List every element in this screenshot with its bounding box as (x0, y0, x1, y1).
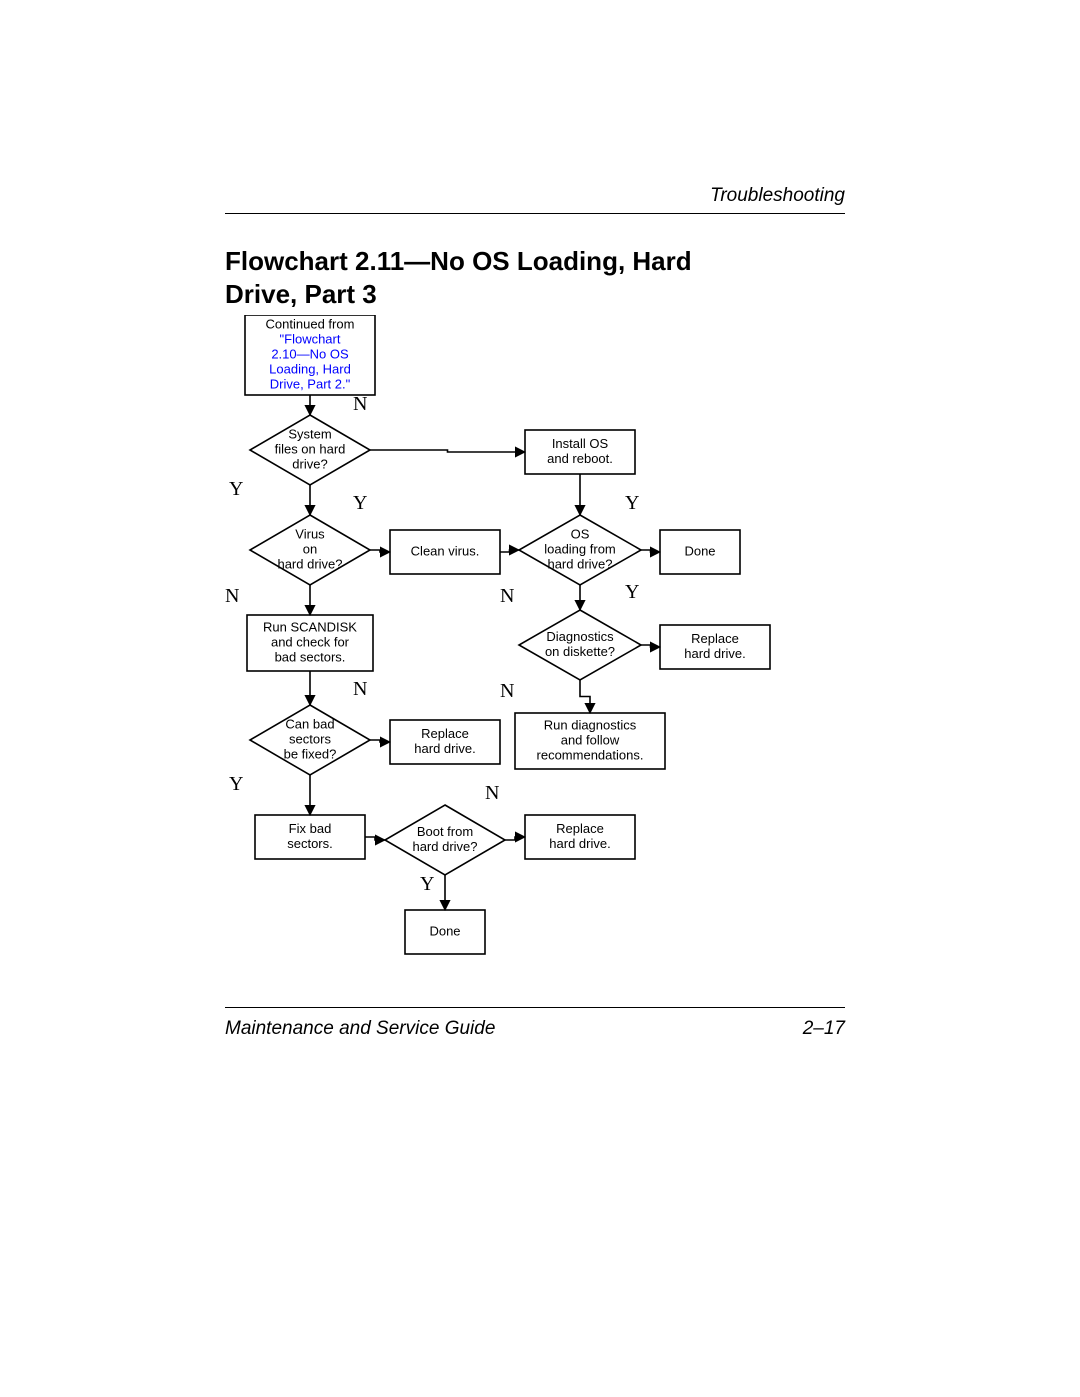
node-d_osload-line-0: OS (571, 526, 590, 541)
node-d_boot-line-1: hard drive? (412, 839, 477, 854)
edge-d_virus-p_clean (370, 550, 390, 552)
header-rule (225, 213, 845, 214)
node-p_scandisk-line-2: bad sectors. (275, 649, 346, 664)
node-p_scandisk-line-0: Run SCANDISK (263, 619, 357, 634)
edge-p_clean-d_osload (500, 550, 519, 552)
edge-label-d_sysfiles-d_virus: Y (229, 478, 243, 500)
node-start-line-4: Drive, Part 2." (270, 376, 351, 391)
edge-label-d_badfix-p_fixbad: Y (229, 773, 243, 795)
page: Troubleshooting Flowchart 2.11—No OS Loa… (0, 0, 1080, 1397)
node-d_virus-line-0: Virus (295, 526, 325, 541)
node-d_badfix-line-2: be fixed? (284, 746, 337, 761)
node-d_osload-line-2: hard drive? (547, 556, 612, 571)
node-d_boot-line-0: Boot from (417, 824, 473, 839)
node-d_sysfiles-line-1: files on hard (275, 441, 346, 456)
node-d_sysfiles-line-2: drive? (292, 456, 327, 471)
node-start-line-3: Loading, Hard (269, 361, 351, 376)
node-d_sysfiles-line-0: System (288, 426, 331, 441)
edge-d_diag-p_replace1 (641, 645, 660, 647)
page-title: Flowchart 2.11—No OS Loading, Hard Drive… (225, 245, 692, 310)
node-p_done2-line-0: Done (429, 923, 460, 938)
flowchart-svg: Continued from"Flowchart2.10—No OSLoadin… (225, 315, 845, 995)
edge-d_sysfiles-p_install (370, 450, 525, 452)
node-p_replace1-line-1: hard drive. (684, 646, 745, 661)
edge-d_osload-p_done1 (641, 550, 660, 552)
node-p_install-line-0: Install OS (552, 436, 609, 451)
node-d_virus-line-2: hard drive? (277, 556, 342, 571)
node-p_rundiag-line-1: and follow (561, 732, 620, 747)
node-p_scandisk-line-1: and check for (271, 634, 350, 649)
edge-label-d_boot-p_done2: Y (420, 873, 434, 895)
edge-label-d_sysfiles-p_install: N (353, 393, 367, 415)
node-p_clean-line-0: Clean virus. (411, 543, 480, 558)
edge-d_diag-p_rundiag (580, 680, 590, 713)
node-d_badfix-line-1: sectors (289, 731, 331, 746)
edge-label-d_virus-p_scandisk: N (225, 585, 239, 607)
node-p_replace3-line-1: hard drive. (549, 836, 610, 851)
edge-d_badfix-p_replace2 (370, 740, 390, 742)
footer-rule (225, 1007, 845, 1008)
title-line-1: Flowchart 2.11—No OS Loading, Hard (225, 246, 692, 276)
node-d_virus-line-1: on (303, 541, 317, 556)
node-p_install-line-1: and reboot. (547, 451, 613, 466)
node-p_replace3-line-0: Replace (556, 821, 604, 836)
node-p_done1-line-0: Done (684, 543, 715, 558)
node-d_diag-line-1: on diskette? (545, 644, 615, 659)
edge-label-d_diag-p_replace1: Y (625, 581, 639, 603)
node-p_rundiag-line-0: Run diagnostics (544, 717, 637, 732)
node-p_replace2-line-1: hard drive. (414, 741, 475, 756)
node-start-line-0: Continued from (266, 317, 355, 332)
header-section: Troubleshooting (710, 185, 845, 207)
node-d_osload-line-1: loading from (544, 541, 616, 556)
node-d_badfix-line-0: Can bad (285, 716, 334, 731)
node-p_replace2-line-0: Replace (421, 726, 469, 741)
edge-label-d_badfix-p_replace2: N (353, 678, 367, 700)
node-p_fixbad-line-1: sectors. (287, 836, 333, 851)
flowchart: Continued from"Flowchart2.10—No OSLoadin… (225, 315, 845, 995)
edge-p_fixbad-d_boot (365, 837, 385, 840)
edge-label-d_osload-p_done1: Y (625, 492, 639, 514)
node-p_replace1-line-0: Replace (691, 631, 739, 646)
node-p_rundiag-line-2: recommendations. (537, 747, 644, 762)
footer-left: Maintenance and Service Guide (225, 1018, 495, 1040)
node-p_fixbad-line-0: Fix bad (289, 821, 332, 836)
edge-label-d_virus-p_clean: Y (353, 492, 367, 514)
edge-label-d_osload-d_diag: N (500, 585, 514, 607)
footer-right: 2–17 (803, 1018, 845, 1040)
title-line-2: Drive, Part 3 (225, 279, 377, 309)
node-d_diag-line-0: Diagnostics (546, 629, 614, 644)
node-start-line-1: "Flowchart (280, 331, 341, 346)
node-start-line-2: 2.10—No OS (271, 346, 349, 361)
edge-label-d_boot-p_replace3: N (485, 782, 499, 804)
edge-label-d_diag-p_rundiag: N (500, 680, 514, 702)
edge-d_boot-p_replace3 (505, 837, 525, 840)
